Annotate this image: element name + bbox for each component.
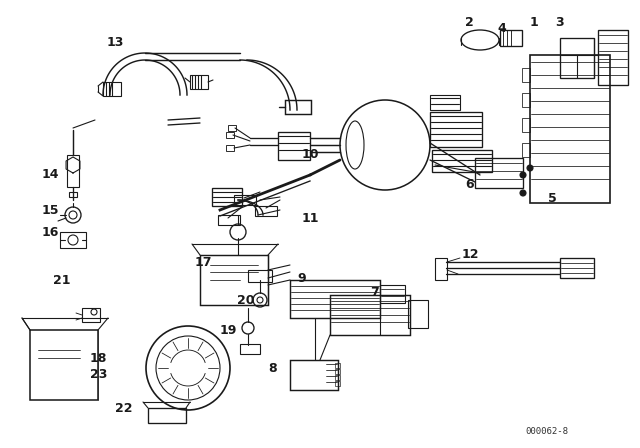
Bar: [248, 270, 272, 282]
Bar: [408, 300, 428, 328]
Text: 8: 8: [268, 362, 276, 375]
Bar: [475, 158, 523, 188]
Bar: [190, 75, 208, 89]
Bar: [598, 30, 628, 85]
Bar: [278, 132, 310, 160]
Circle shape: [520, 190, 526, 196]
Bar: [285, 100, 311, 114]
Text: 4: 4: [497, 22, 506, 34]
Text: 6: 6: [465, 178, 474, 191]
Text: 22: 22: [115, 401, 132, 414]
Bar: [30, 330, 98, 400]
Text: 14: 14: [42, 168, 60, 181]
Bar: [103, 82, 121, 96]
Bar: [228, 125, 236, 131]
Bar: [430, 112, 482, 147]
Bar: [330, 295, 410, 335]
Circle shape: [520, 172, 526, 178]
Text: 19: 19: [220, 323, 237, 336]
Bar: [380, 285, 405, 303]
Bar: [560, 258, 594, 278]
Text: 10: 10: [302, 148, 319, 161]
Bar: [255, 206, 277, 216]
Text: 16: 16: [42, 227, 60, 240]
Text: 20: 20: [237, 293, 255, 306]
Text: 15: 15: [42, 203, 60, 216]
Bar: [522, 118, 530, 132]
Bar: [290, 360, 338, 390]
Text: 2: 2: [465, 16, 474, 29]
Bar: [240, 344, 260, 354]
Bar: [60, 232, 86, 248]
Circle shape: [527, 165, 533, 171]
Bar: [430, 95, 460, 110]
Bar: [335, 375, 340, 380]
Bar: [522, 93, 530, 107]
Text: 11: 11: [302, 211, 319, 224]
Bar: [435, 258, 447, 280]
Bar: [212, 188, 242, 206]
Text: 18: 18: [90, 352, 108, 365]
Bar: [290, 280, 380, 318]
Bar: [69, 192, 77, 197]
Bar: [82, 308, 100, 322]
Bar: [500, 30, 522, 46]
Text: 5: 5: [548, 191, 557, 204]
Bar: [335, 381, 340, 386]
Bar: [226, 145, 234, 151]
Bar: [522, 143, 530, 157]
Text: 7: 7: [370, 285, 379, 298]
Bar: [226, 132, 234, 138]
Text: 12: 12: [462, 249, 479, 262]
Bar: [522, 68, 530, 82]
Text: 13: 13: [107, 35, 124, 48]
Bar: [234, 195, 256, 205]
Bar: [335, 363, 340, 368]
Text: 17: 17: [195, 257, 212, 270]
Text: 000062-8: 000062-8: [525, 427, 568, 436]
Bar: [200, 255, 268, 305]
Bar: [218, 215, 240, 225]
Bar: [148, 408, 186, 423]
Text: 1: 1: [530, 16, 539, 29]
Bar: [432, 150, 492, 172]
Text: 21: 21: [53, 273, 70, 287]
Bar: [530, 55, 610, 203]
Bar: [67, 155, 79, 187]
Bar: [560, 38, 594, 78]
Text: 23: 23: [90, 369, 108, 382]
Text: 3: 3: [555, 16, 564, 29]
Bar: [335, 369, 340, 374]
Text: 9: 9: [297, 271, 306, 284]
